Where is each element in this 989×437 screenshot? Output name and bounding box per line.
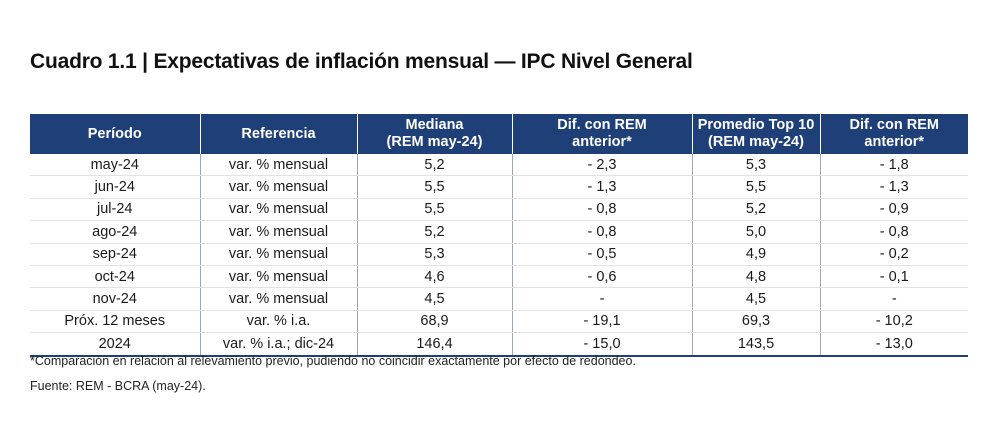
cell-promedio-top10: 5,5 [691,175,820,199]
cell-dif-top10: - 0,2 [819,243,968,266]
header-label: Mediana [405,117,464,133]
inflation-expectations-table: Período Referencia Mediana (REM may-24) … [30,114,968,357]
cell-mediana: 4,5 [356,287,512,311]
cell-promedio-top10: 4,9 [691,243,820,266]
header-label: Período [87,125,142,142]
cell-dif-mediana: - 0,5 [511,243,692,266]
cell-mediana: 4,6 [356,265,512,289]
cell-periodo: jun-24 [30,175,200,199]
cell-dif-top10: - 1,3 [819,175,968,199]
table-row: oct-24 var. % mensual 4,6 - 0,6 4,8 - 0,… [30,265,968,289]
cell-periodo: nov-24 [30,287,200,311]
cell-promedio-top10: 4,8 [691,265,820,289]
cell-referencia: var. % mensual [199,243,357,266]
header-sublabel: (REM may-24) [708,134,804,150]
header-sublabel: anterior* [864,134,925,150]
table-row: 2024 var. % i.a.; dic-24 146,4 - 15,0 14… [30,332,968,357]
header-periodo: Período [30,114,201,154]
header-label: Dif. con REM [557,117,647,133]
cell-periodo: ago-24 [30,220,200,244]
cell-promedio-top10: 5,2 [691,198,820,222]
cell-referencia: var. % mensual [199,265,357,289]
cell-dif-mediana: - [511,287,692,311]
header-mediana: Mediana (REM may-24) [356,114,513,154]
table-row: nov-24 var. % mensual 4,5 - 4,5 - [30,287,968,311]
cell-periodo: Próx. 12 meses [30,310,200,334]
cell-dif-top10: - 0,1 [819,265,968,289]
cell-promedio-top10: 4,5 [691,287,820,311]
cell-dif-mediana: - 0,8 [511,198,692,222]
table-row: jun-24 var. % mensual 5,5 - 1,3 5,5 - 1,… [30,175,968,199]
header-label: Referencia [241,125,316,142]
cell-referencia: var. % mensual [199,175,357,199]
cell-promedio-top10: 69,3 [691,310,820,334]
header-referencia: Referencia [199,114,358,154]
cell-dif-top10: - 13,0 [819,332,968,357]
cell-dif-top10: - 1,8 [819,154,968,177]
cell-dif-top10: - 0,8 [819,220,968,244]
cell-referencia: var. % mensual [199,287,357,311]
cell-dif-mediana: - 2,3 [511,154,692,177]
cell-mediana: 5,2 [356,154,512,177]
cell-mediana: 5,5 [356,175,512,199]
cell-periodo: sep-24 [30,243,200,266]
cell-promedio-top10: 5,0 [691,220,820,244]
cell-referencia: var. % mensual [199,220,357,244]
cell-periodo: may-24 [30,154,200,177]
cell-dif-top10: - [819,287,968,311]
cell-dif-mediana: - 0,8 [511,220,692,244]
cell-mediana: 5,2 [356,220,512,244]
cell-referencia: var. % i.a.; dic-24 [199,332,357,357]
table-row: Próx. 12 meses var. % i.a. 68,9 - 19,1 6… [30,310,968,334]
table-row: sep-24 var. % mensual 5,3 - 0,5 4,9 - 0,… [30,243,968,266]
cell-mediana: 5,5 [356,198,512,222]
table-body: may-24 var. % mensual 5,2 - 2,3 5,3 - 1,… [30,154,968,357]
header-label: Promedio Top 10 [697,117,815,133]
cell-promedio-top10: 5,3 [691,154,820,177]
cell-dif-mediana: - 15,0 [511,332,692,357]
cell-dif-top10: - 0,9 [819,198,968,222]
cell-mediana: 146,4 [356,332,512,357]
cell-dif-top10: - 10,2 [819,310,968,334]
cell-referencia: var. % i.a. [199,310,357,334]
footnote: *Comparación en relación al relevamiento… [30,354,636,368]
cell-referencia: var. % mensual [199,198,357,222]
header-dif-mediana: Dif. con REM anterior* [511,114,693,154]
table-row: ago-24 var. % mensual 5,2 - 0,8 5,0 - 0,… [30,220,968,244]
header-row: Período Referencia Mediana (REM may-24) … [30,114,968,154]
cell-dif-mediana: - 0,6 [511,265,692,289]
cell-periodo: 2024 [30,332,200,357]
cell-dif-mediana: - 19,1 [511,310,692,334]
cell-periodo: oct-24 [30,265,200,289]
table-header: Período Referencia Mediana (REM may-24) … [30,114,968,154]
cell-periodo: jul-24 [30,198,200,222]
source-note: Fuente: REM - BCRA (may-24). [30,379,206,393]
table-row: jul-24 var. % mensual 5,5 - 0,8 5,2 - 0,… [30,198,968,222]
cell-promedio-top10: 143,5 [691,332,820,357]
cell-referencia: var. % mensual [199,154,357,177]
header-sublabel: (REM may-24) [386,134,483,150]
cell-mediana: 68,9 [356,310,512,334]
header-dif-top10: Dif. con REM anterior* [819,114,968,154]
cell-mediana: 5,3 [356,243,512,266]
table-row: may-24 var. % mensual 5,2 - 2,3 5,3 - 1,… [30,154,968,177]
header-sublabel: anterior* [572,134,632,150]
header-label: Dif. con REM [849,117,939,133]
header-promedio-top10: Promedio Top 10 (REM may-24) [691,114,821,154]
cell-dif-mediana: - 1,3 [511,175,692,199]
table-title: Cuadro 1.1 | Expectativas de inflación m… [30,50,693,73]
